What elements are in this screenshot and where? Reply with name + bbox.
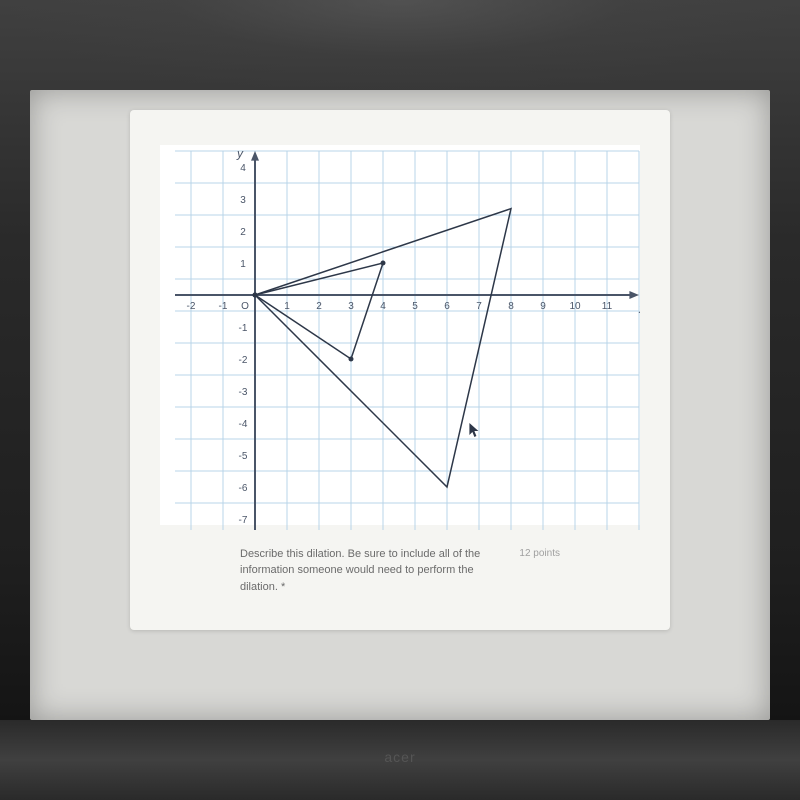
svg-text:y: y (236, 146, 244, 160)
svg-text:1: 1 (284, 301, 290, 312)
laptop-brand-label: acer (384, 749, 415, 765)
svg-text:2: 2 (240, 227, 246, 238)
svg-text:7: 7 (476, 301, 482, 312)
question-area: Describe this dilation. Be sure to inclu… (240, 546, 560, 596)
svg-text:-1: -1 (219, 301, 228, 312)
screen-glare (0, 0, 800, 100)
coordinate-graph: -2 -1 1 2 3 4 5 6 7 8 9 10 11 -7 -6 -5 -4 -3 -2 -1 1 2 3 4 Ox y (160, 140, 640, 530)
svg-text:6: 6 (444, 301, 450, 312)
svg-text:4: 4 (380, 301, 386, 312)
svg-text:2: 2 (316, 301, 322, 312)
svg-text:-2: -2 (239, 355, 248, 366)
svg-text:x: x (638, 302, 640, 316)
svg-text:O: O (241, 301, 249, 312)
screen-content: -2 -1 1 2 3 4 5 6 7 8 9 10 11 -7 -6 -5 -4 -3 -2 -1 1 2 3 4 Ox y D… (30, 90, 770, 720)
svg-text:9: 9 (540, 301, 546, 312)
graph-svg: -2 -1 1 2 3 4 5 6 7 8 9 10 11 -7 -6 -5 -4 -3 -2 -1 1 2 3 4 Ox y (160, 140, 640, 530)
svg-text:4: 4 (240, 163, 246, 174)
svg-text:-3: -3 (239, 387, 248, 398)
svg-text:10: 10 (569, 301, 581, 312)
svg-text:-2: -2 (187, 301, 196, 312)
svg-text:3: 3 (348, 301, 354, 312)
svg-text:3: 3 (240, 195, 246, 206)
question-text: Describe this dilation. Be sure to inclu… (240, 546, 509, 596)
svg-text:-4: -4 (239, 419, 248, 430)
svg-text:5: 5 (412, 301, 418, 312)
question-card: -2 -1 1 2 3 4 5 6 7 8 9 10 11 -7 -6 -5 -4 -3 -2 -1 1 2 3 4 Ox y D… (130, 110, 670, 630)
laptop-frame: acer -2 -1 1 2 3 4 5 6 7 8 9 10 11 -7 -6 -5 -4 -3 -2 -1 1 2 3 4… (0, 0, 800, 800)
svg-text:-6: -6 (239, 483, 248, 494)
svg-text:-5: -5 (239, 451, 248, 462)
svg-text:11: 11 (602, 301, 613, 312)
svg-text:-1: -1 (239, 323, 248, 334)
svg-text:-7: -7 (239, 515, 248, 526)
question-points: 12 points (519, 546, 560, 596)
svg-text:1: 1 (240, 259, 246, 270)
svg-text:8: 8 (508, 301, 514, 312)
